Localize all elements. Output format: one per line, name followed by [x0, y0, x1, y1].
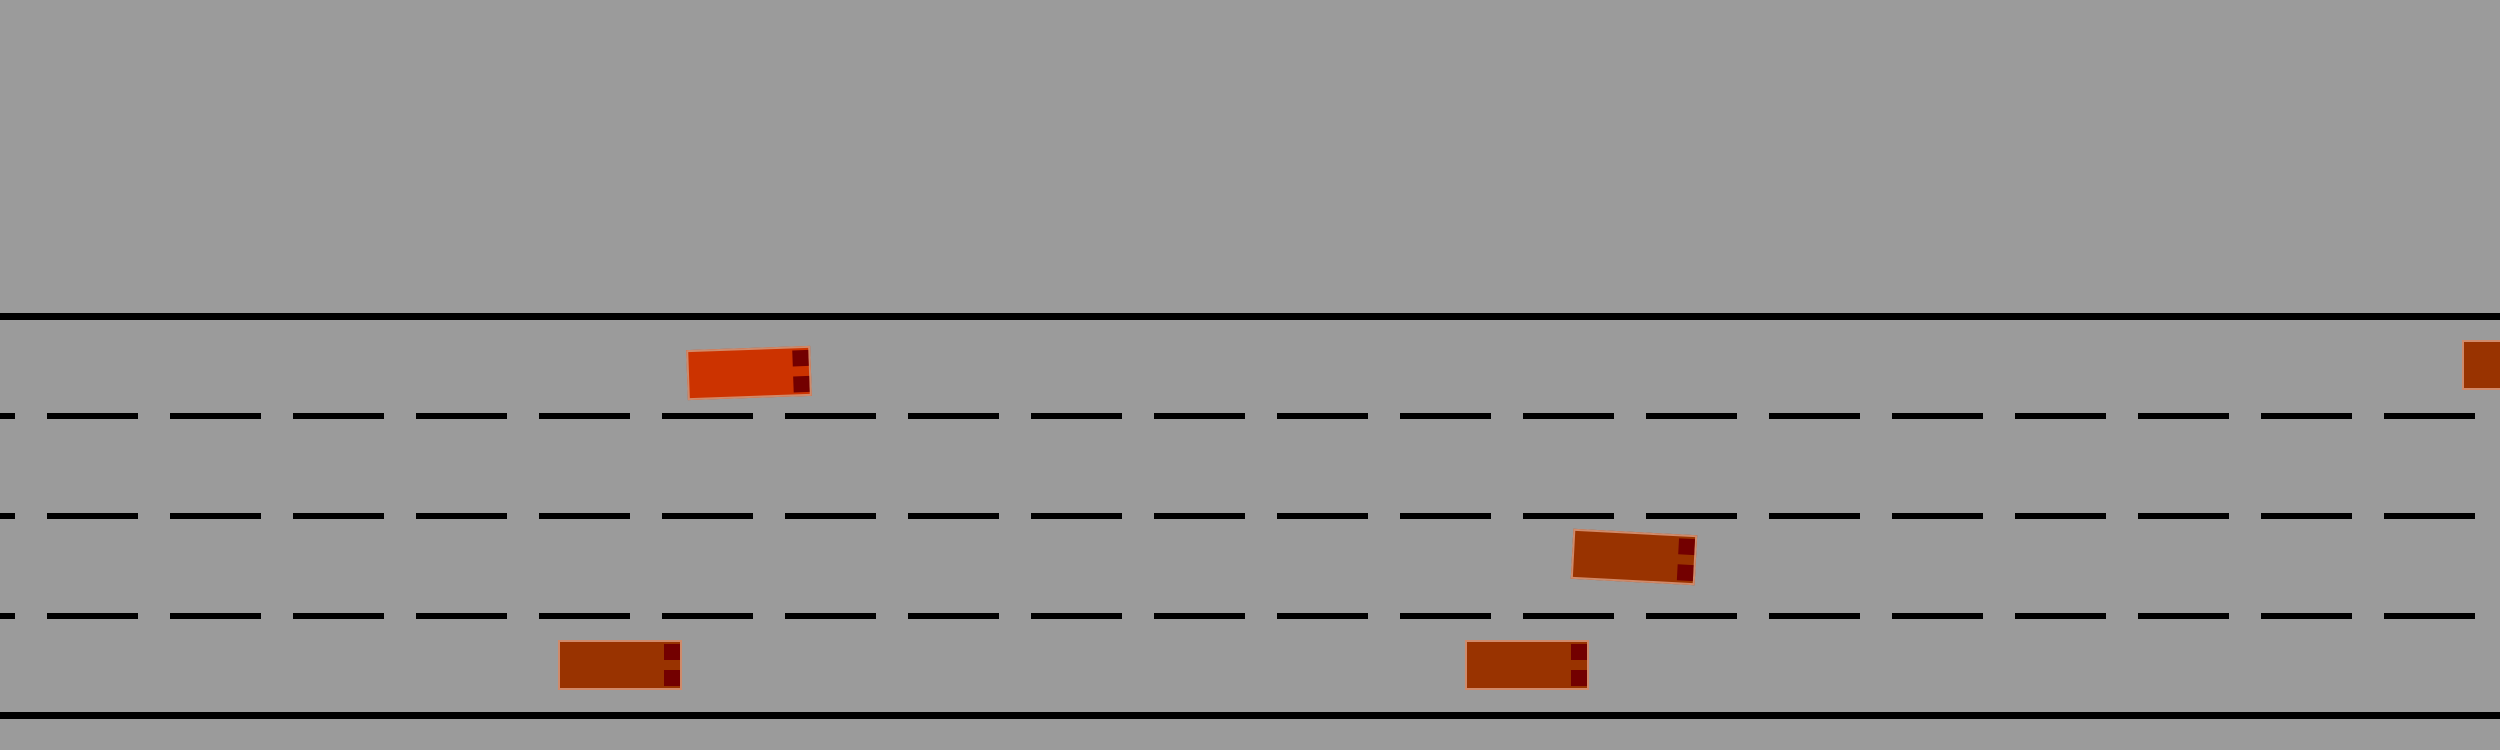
lane-divider-3: [0, 613, 2500, 619]
road-top-edge: [0, 313, 2500, 320]
vehicle-1: [2462, 340, 2500, 390]
vehicle-light-top: [1678, 538, 1696, 556]
road-bottom-edge: [0, 712, 2500, 719]
vehicle-light-top: [664, 644, 680, 660]
vehicle-light-top: [792, 349, 809, 367]
lane-divider-1: [0, 413, 2500, 419]
vehicle-light-bottom: [664, 670, 680, 686]
vehicle-light-bottom: [1571, 670, 1587, 686]
vehicle-light-top: [1571, 644, 1587, 660]
vehicle-light-bottom: [793, 375, 810, 393]
lane-divider-2: [0, 513, 2500, 519]
vehicle-2: [1570, 528, 1698, 586]
vehicle-3: [558, 640, 682, 690]
vehicle-light-bottom: [1676, 564, 1694, 582]
ego-vehicle: [686, 345, 812, 401]
vehicle-4: [1465, 640, 1589, 690]
